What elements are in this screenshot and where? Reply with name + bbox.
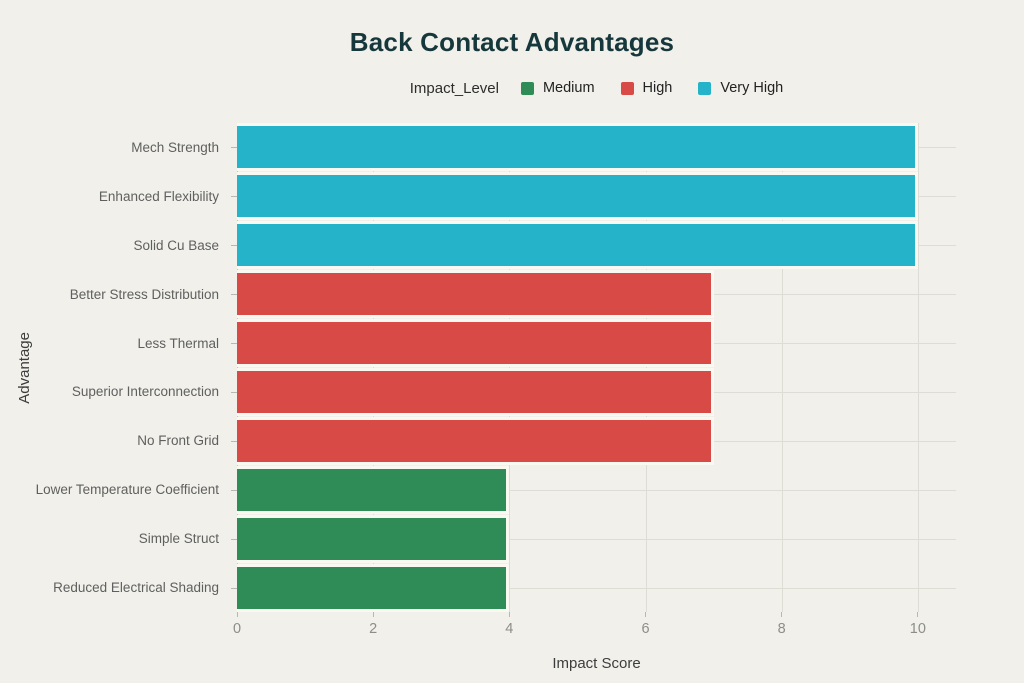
gridline-vertical <box>917 123 919 612</box>
bar-superior-interconnection[interactable] <box>237 367 714 416</box>
x-tick-label: 8 <box>777 621 786 637</box>
y-tick-label: Solid Cu Base <box>133 237 219 253</box>
x-tick-mark <box>645 612 647 617</box>
x-tick-mark <box>236 612 238 617</box>
y-tick-mark <box>231 391 237 393</box>
bar-enhanced-flexibility[interactable] <box>237 172 918 221</box>
y-tick-label: No Front Grid <box>137 433 219 449</box>
legend-title: Impact_Level <box>409 79 499 97</box>
x-tick-mark <box>372 612 374 617</box>
y-axis-line <box>237 123 238 612</box>
x-axis: 0 2 4 6 8 10 <box>233 612 956 650</box>
x-axis-title: Impact Score <box>552 655 641 672</box>
legend-item-very-high[interactable]: Very High <box>698 80 783 96</box>
x-tick-mark <box>508 612 510 617</box>
gridline-vertical <box>781 123 783 612</box>
legend-items: Medium High Very High <box>520 80 783 96</box>
x-tick-label: 2 <box>369 621 378 637</box>
y-tick-mark <box>231 440 237 442</box>
legend-item-medium[interactable]: Medium <box>520 80 595 96</box>
legend-swatch-icon <box>620 81 634 95</box>
x-tick-label: 0 <box>232 621 242 637</box>
legend-item-label: Medium <box>542 80 595 96</box>
y-tick-label: Simple Struct <box>138 531 219 547</box>
y-tick-label: Superior Interconnection <box>71 384 219 400</box>
gridline-vertical <box>645 123 647 612</box>
bar-better-stress-distribution[interactable] <box>237 270 714 319</box>
bar-mech-strength[interactable] <box>237 123 918 172</box>
x-tick-label: 4 <box>505 621 514 637</box>
gridline-vertical <box>509 123 511 612</box>
y-tick-mark <box>231 245 237 247</box>
bar-simple-struct[interactable] <box>237 514 510 563</box>
legend-item-high[interactable]: High <box>620 80 673 96</box>
y-tick-mark <box>231 196 237 198</box>
y-tick-label: Mech Strength <box>131 139 219 155</box>
gridline-horizontal <box>237 587 956 589</box>
y-tick-mark <box>231 343 237 345</box>
x-tick-mark <box>781 612 783 617</box>
y-tick-label: Enhanced Flexibility <box>98 188 219 204</box>
y-tick-mark <box>231 489 237 491</box>
x-tick-label: 10 <box>909 621 926 637</box>
y-axis-labels: Mech Strength Enhanced Flexibility Solid C… <box>0 123 229 612</box>
legend-swatch-icon <box>698 81 712 95</box>
y-tick-mark <box>231 147 237 149</box>
plot-area <box>231 123 956 612</box>
y-tick-mark <box>231 538 237 540</box>
x-tick-label: 6 <box>641 621 650 637</box>
gridline-horizontal <box>237 538 956 540</box>
legend-swatch-icon <box>520 81 534 95</box>
y-tick-mark <box>231 294 237 296</box>
y-tick-mark <box>231 587 237 589</box>
bar-less-thermal[interactable] <box>237 319 714 367</box>
y-tick-label: Reduced Electrical Shading <box>53 579 219 595</box>
legend-item-label: Very High <box>720 80 784 96</box>
y-tick-label: Better Stress Distribution <box>69 286 219 302</box>
chart-title: Back Contact Advantages <box>349 27 675 57</box>
legend: Impact_Level Medium High Very High <box>237 78 956 98</box>
gridline-vertical <box>373 123 375 612</box>
bar-solid-cu-base[interactable] <box>237 221 918 270</box>
legend-item-label: High <box>642 80 673 96</box>
bar-no-front-grid[interactable] <box>237 416 714 465</box>
bar-lower-temperature-coefficient[interactable] <box>237 465 510 514</box>
y-tick-label: Less Thermal <box>137 335 219 351</box>
gridline-horizontal <box>237 489 956 491</box>
bar-reduced-electrical-shading[interactable] <box>237 563 510 612</box>
y-tick-label: Lower Temperature Coefficient <box>35 482 219 498</box>
x-tick-mark <box>917 612 919 617</box>
